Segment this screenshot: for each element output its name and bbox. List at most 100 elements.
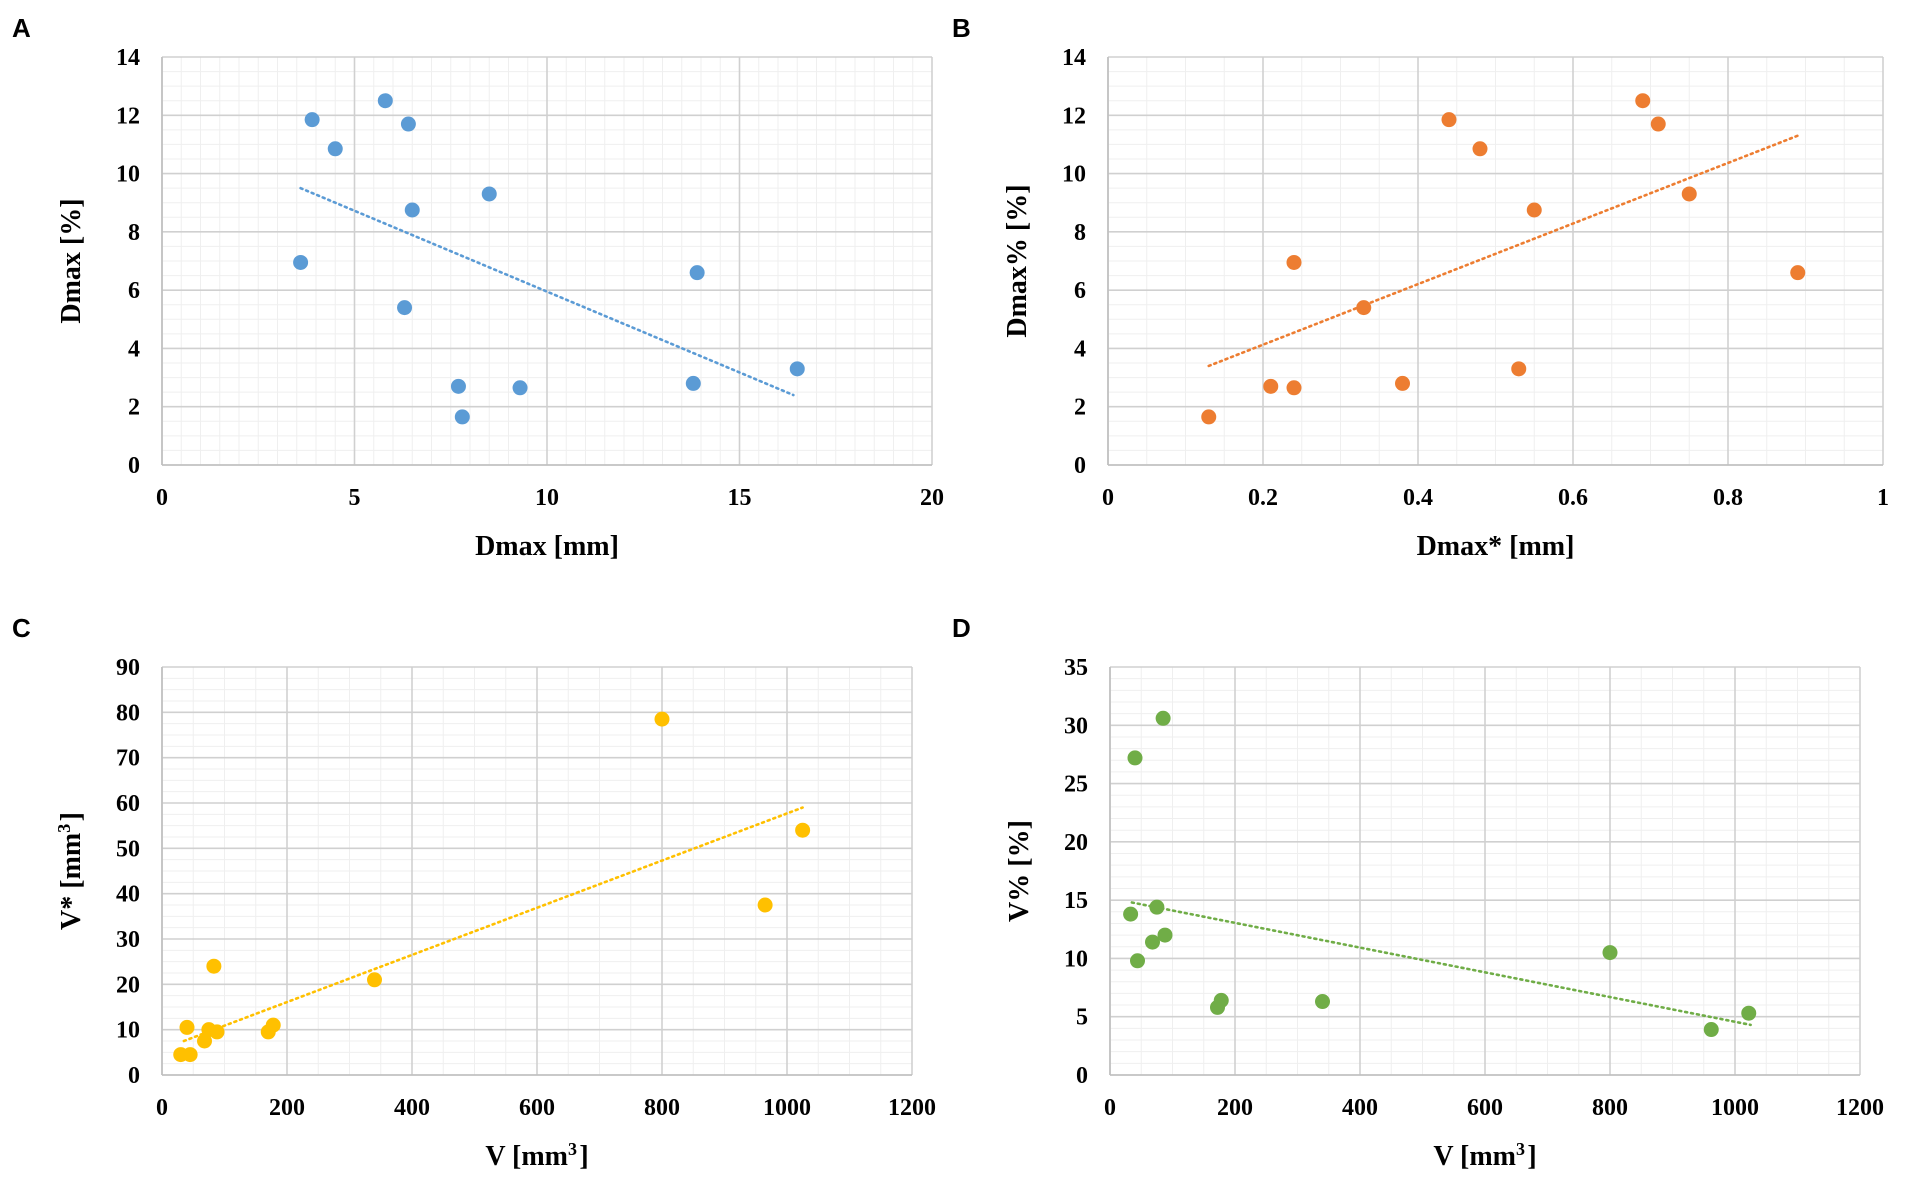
x-tick-label: 800 — [1592, 1095, 1628, 1121]
x-tick-label: 600 — [1467, 1095, 1503, 1121]
data-point — [1441, 112, 1457, 128]
x-tick-label: 200 — [269, 1095, 305, 1121]
data-point — [450, 378, 466, 394]
x-tick-label: 1 — [1877, 485, 1889, 511]
data-point — [1472, 141, 1488, 157]
x-tick-label: 0.4 — [1403, 485, 1433, 511]
data-point — [209, 1024, 225, 1040]
data-point — [377, 93, 393, 109]
x-tick-label: 0.2 — [1248, 485, 1278, 511]
y-tick-label: 10 — [1064, 946, 1088, 972]
x-tick-label: 400 — [1342, 1095, 1378, 1121]
data-point — [1145, 934, 1160, 950]
x-tick-label: 1200 — [888, 1095, 936, 1121]
x-tick-label: 800 — [644, 1095, 680, 1121]
data-point — [689, 265, 705, 281]
data-point — [367, 972, 382, 988]
y-tick-label: 4 — [1074, 336, 1086, 362]
y-tick-label: 14 — [1062, 45, 1086, 71]
x-tick-label: 1000 — [763, 1095, 811, 1121]
y-tick-label: 80 — [116, 700, 140, 726]
x-tick-label: 15 — [728, 485, 752, 511]
data-point — [1123, 906, 1139, 922]
y-tick-label: 10 — [116, 1018, 140, 1044]
panel-letter: B — [952, 13, 971, 43]
y-tick-label: 70 — [116, 746, 140, 772]
data-point — [179, 1019, 195, 1035]
data-point — [265, 1017, 281, 1033]
y-axis-title: Dmax% [%] — [1002, 184, 1033, 337]
x-tick-label: 0 — [156, 1095, 168, 1121]
data-point — [1286, 254, 1302, 270]
y-axis-title: V* [mm3 ] — [54, 812, 87, 930]
data-point — [182, 1047, 198, 1063]
data-point — [1790, 265, 1806, 281]
y-tick-label: 6 — [128, 278, 140, 304]
x-tick-label: 20 — [920, 485, 944, 511]
y-tick-label: 10 — [116, 162, 140, 188]
data-point — [400, 116, 416, 132]
y-tick-label: 0 — [1074, 453, 1086, 479]
x-axis-title: V [mm3 ] — [1433, 1139, 1536, 1172]
y-tick-label: 30 — [1064, 713, 1088, 739]
y-tick-label: 60 — [116, 791, 140, 817]
data-point — [454, 409, 470, 425]
y-tick-label: 15 — [1064, 888, 1088, 914]
y-tick-label: 2 — [1074, 395, 1086, 421]
data-point — [1526, 202, 1542, 218]
data-point — [1635, 93, 1651, 109]
data-point — [1511, 361, 1527, 377]
y-tick-label: 10 — [1062, 162, 1086, 188]
trendline — [299, 186, 795, 397]
data-point — [293, 254, 309, 270]
y-tick-label: 35 — [1064, 655, 1088, 681]
minor-gridlines — [1107, 56, 1884, 466]
y-tick-label: 8 — [1074, 220, 1086, 246]
y-tick-label: 12 — [116, 103, 140, 129]
data-point — [1155, 710, 1171, 726]
data-point — [1650, 116, 1666, 132]
data-point — [1703, 1022, 1719, 1038]
y-tick-label: 50 — [116, 836, 140, 862]
panel-d: D 0 200 400 600 800 1000 1200 0 5 10 15 20 25 30 35 V [m… — [952, 613, 1884, 1172]
data-point — [654, 711, 670, 727]
data-point — [327, 141, 343, 157]
data-point — [1356, 300, 1372, 316]
data-point — [1127, 750, 1143, 766]
data-point — [1213, 992, 1229, 1008]
panel-letter: A — [12, 13, 31, 43]
y-tick-label: 2 — [128, 395, 140, 421]
x-tick-label: 5 — [349, 485, 361, 511]
x-tick-label: 0 — [1102, 485, 1114, 511]
y-tick-label: 0 — [128, 1063, 140, 1089]
y-tick-label: 25 — [1064, 772, 1088, 798]
x-tick-label: 200 — [1217, 1095, 1253, 1121]
data-point — [1149, 899, 1165, 915]
panel-a: A 0 5 10 15 20 0 2 4 6 8 10 12 14 Dmax [mm] Dmax [%] — [12, 13, 944, 562]
data-point — [481, 186, 497, 202]
x-tick-label: 1000 — [1711, 1095, 1759, 1121]
data-point — [1286, 380, 1302, 396]
data-point — [1741, 1005, 1757, 1021]
trendline — [182, 806, 804, 1043]
panel-letter: C — [12, 613, 31, 643]
data-point — [304, 112, 320, 128]
trendline — [1130, 901, 1752, 1027]
x-tick-label: 600 — [519, 1095, 555, 1121]
y-tick-label: 0 — [128, 453, 140, 479]
y-tick-label: 30 — [116, 927, 140, 953]
y-tick-label: 20 — [1064, 830, 1088, 856]
x-axis-title: Dmax [mm] — [475, 531, 619, 562]
data-point — [1315, 994, 1330, 1010]
y-tick-label: 90 — [116, 655, 140, 681]
y-tick-label: 0 — [1076, 1063, 1088, 1089]
y-tick-label: 14 — [116, 45, 140, 71]
data-point — [1157, 927, 1173, 943]
x-tick-label: 0.8 — [1713, 485, 1743, 511]
x-axis-title: Dmax* [mm] — [1417, 531, 1575, 562]
y-tick-label: 8 — [128, 220, 140, 246]
panel-letter: D — [952, 613, 971, 643]
y-tick-label: 20 — [116, 972, 140, 998]
